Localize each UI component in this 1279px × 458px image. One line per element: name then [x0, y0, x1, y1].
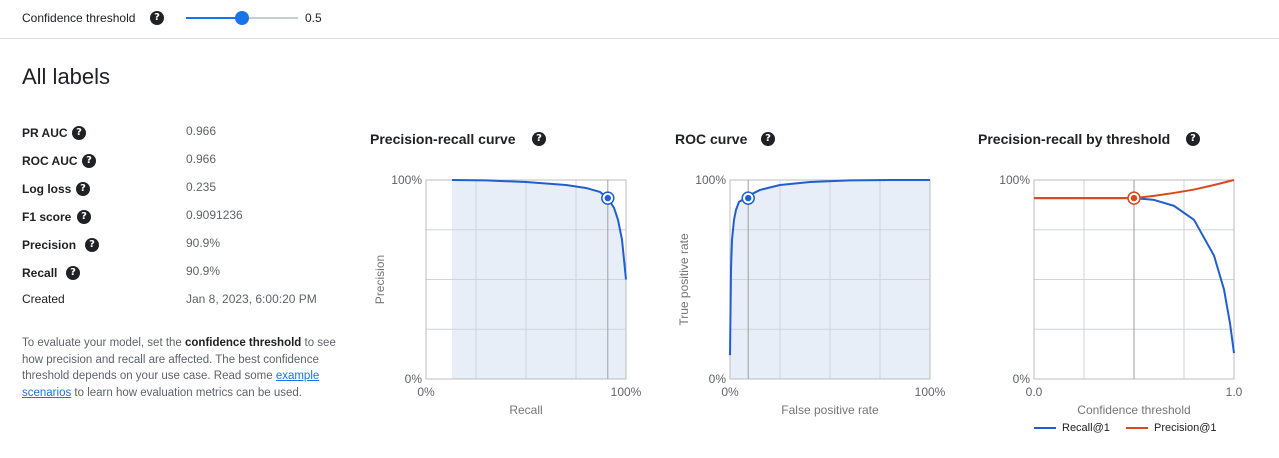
- pr-curve-marker-dot: [604, 194, 611, 202]
- metric-name-created: Created: [22, 292, 65, 306]
- desc-text-3: to learn how evaluation metrics can be u…: [71, 386, 302, 399]
- threshold-value: 0.5: [305, 11, 322, 25]
- legend-precision-label: Precision@1: [1154, 422, 1217, 434]
- metric-value-precision: 90.9%: [186, 236, 221, 250]
- pr-curve-xtick-max: 100%: [611, 385, 642, 399]
- metric-name-pr-auc: PR AUC: [22, 126, 68, 140]
- slider-fill: [186, 17, 242, 19]
- roc-curve-xtick-max: 100%: [915, 385, 946, 399]
- metric-name-log-loss: Log loss: [22, 182, 72, 196]
- pr-auc-help-icon[interactable]: ?: [72, 126, 86, 140]
- evaluation-description: To evaluate your model, set the confiden…: [22, 335, 344, 401]
- pr-threshold-xtick-min: 0.0: [1026, 385, 1043, 399]
- pr-curve-xtick-min: 0%: [417, 385, 435, 399]
- roc-curve-xtick-min: 0%: [721, 385, 739, 399]
- metric-value-log-loss: 0.235: [186, 180, 217, 194]
- roc-curve-xlabel: False positive rate: [781, 403, 879, 417]
- metric-value-f1-score: 0.9091236: [186, 208, 243, 222]
- pr-threshold-help-icon[interactable]: ?: [1186, 132, 1200, 146]
- precision-help-icon[interactable]: ?: [85, 238, 99, 252]
- pr-curve-ylabel: Precision: [373, 255, 387, 304]
- desc-text-2: to see how precision and recall are affe…: [22, 337, 336, 382]
- pr-threshold-xlabel: Confidence threshold: [1077, 403, 1190, 417]
- roc-curve-ytick-min: 0%: [709, 372, 727, 386]
- pr-curve-ytick-min: 0%: [405, 372, 423, 386]
- recall-help-icon[interactable]: ?: [66, 266, 80, 280]
- pr-curve-title: Precision-recall curve: [370, 131, 516, 147]
- roc-curve-help-icon[interactable]: ?: [761, 132, 775, 146]
- legend-recall-label: Recall@1: [1062, 422, 1110, 434]
- roc-curve-ytick-max: 100%: [695, 173, 726, 187]
- threshold-help-icon[interactable]: ?: [150, 11, 164, 25]
- slider-thumb[interactable]: [235, 11, 249, 25]
- threshold-bar: Confidence threshold ? 0.5: [0, 0, 1279, 39]
- pr-threshold-xtick-max: 1.0: [1226, 385, 1243, 399]
- metric-value-roc-auc: 0.966: [186, 152, 217, 166]
- legend-precision-swatch: [1126, 427, 1148, 430]
- threshold-slider[interactable]: [186, 10, 298, 26]
- roc-auc-help-icon[interactable]: ?: [82, 154, 96, 168]
- page-title: All labels: [22, 64, 111, 89]
- pr-threshold-title: Precision-recall by threshold: [978, 131, 1171, 147]
- desc-text-1: To evaluate your model, set the: [22, 337, 186, 349]
- metric-name-recall: Recall: [22, 266, 58, 280]
- roc-curve-title: ROC curve: [675, 131, 748, 147]
- pr-threshold-marker-dot: [1130, 194, 1138, 202]
- metric-value-created: Jan 8, 2023, 6:00:20 PM: [186, 292, 317, 306]
- metric-name-precision: Precision: [22, 238, 77, 252]
- roc-curve-ylabel: True positive rate: [677, 233, 691, 326]
- log-loss-help-icon[interactable]: ?: [76, 182, 90, 196]
- legend-precision: Precision@1: [1126, 422, 1217, 434]
- metric-name-f1-score: F1 score: [22, 210, 72, 224]
- roc-curve-marker-dot: [745, 194, 752, 202]
- legend-recall-swatch: [1034, 427, 1056, 430]
- metric-value-pr-auc: 0.966: [186, 124, 217, 138]
- pr-threshold-ytick-max: 100%: [999, 173, 1030, 187]
- pr-curve-ytick-max: 100%: [391, 173, 422, 187]
- example-scenarios-link[interactable]: example scenarios: [22, 370, 320, 399]
- legend-recall: Recall@1: [1034, 422, 1110, 434]
- pr-curve-xlabel: Recall: [509, 403, 542, 417]
- metric-value-recall: 90.9%: [186, 264, 221, 278]
- pr-curve-help-icon[interactable]: ?: [532, 132, 546, 146]
- f1-score-help-icon[interactable]: ?: [77, 210, 91, 224]
- pr-threshold-ytick-min: 0%: [1013, 372, 1031, 386]
- desc-bold-threshold: confidence threshold: [185, 337, 302, 349]
- threshold-label: Confidence threshold: [22, 11, 136, 25]
- metric-name-roc-auc: ROC AUC: [22, 154, 78, 168]
